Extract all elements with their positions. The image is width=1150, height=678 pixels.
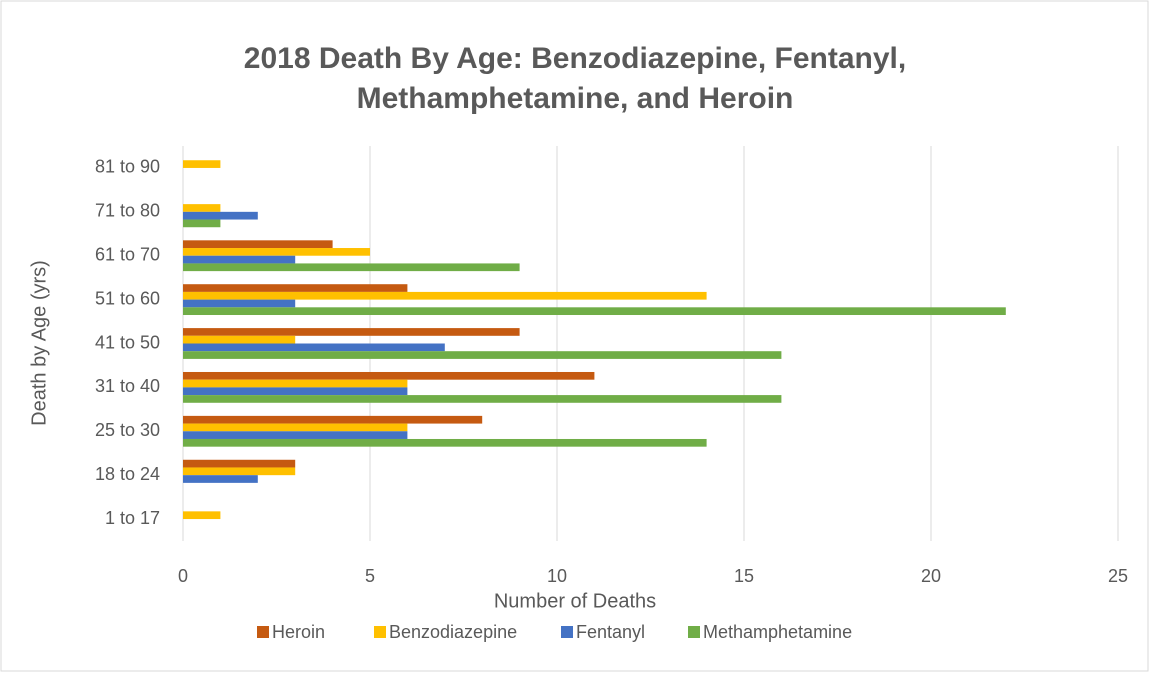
bar bbox=[183, 467, 296, 476]
legend-swatch bbox=[257, 626, 269, 638]
bar bbox=[183, 240, 333, 249]
chart-title: 2018 Death By Age: Benzodiazepine, Fenta… bbox=[244, 42, 906, 75]
legend-label: Heroin bbox=[272, 622, 325, 642]
bar bbox=[183, 211, 258, 220]
bar bbox=[183, 328, 520, 336]
bar bbox=[183, 204, 221, 212]
bar bbox=[183, 475, 258, 483]
bar bbox=[183, 423, 408, 432]
chart-title: Methamphetamine, and Heroin bbox=[357, 82, 794, 115]
x-tick-label: 15 bbox=[734, 566, 754, 586]
bar bbox=[183, 307, 1006, 316]
x-tick-label: 20 bbox=[921, 566, 941, 586]
bar bbox=[183, 263, 520, 272]
bar bbox=[183, 335, 296, 344]
bar bbox=[183, 248, 370, 256]
y-tick-label: 41 to 50 bbox=[95, 332, 160, 352]
y-tick-label: 71 to 80 bbox=[95, 201, 160, 221]
bar bbox=[183, 395, 782, 403]
legend-swatch bbox=[374, 626, 386, 638]
y-tick-label: 31 to 40 bbox=[95, 376, 160, 396]
bar bbox=[183, 284, 408, 292]
x-tick-label: 5 bbox=[365, 566, 375, 586]
bar bbox=[183, 431, 408, 439]
legend-swatch bbox=[561, 626, 573, 638]
x-tick-label: 0 bbox=[178, 566, 188, 586]
bar bbox=[183, 299, 296, 308]
bar bbox=[183, 438, 707, 447]
y-tick-label: 25 to 30 bbox=[95, 420, 160, 440]
bar bbox=[183, 343, 445, 352]
y-axis-title: Death by Age (yrs) bbox=[28, 260, 50, 426]
y-tick-label: 1 to 17 bbox=[105, 508, 160, 528]
bar bbox=[183, 291, 707, 300]
bar bbox=[183, 387, 408, 396]
y-tick-label: 81 to 90 bbox=[95, 157, 160, 177]
bar bbox=[183, 371, 595, 380]
y-tick-label: 51 to 60 bbox=[95, 288, 160, 308]
x-axis-title: Number of Deaths bbox=[494, 590, 656, 612]
bar bbox=[183, 219, 221, 228]
bar bbox=[183, 379, 408, 388]
legend-label: Methamphetamine bbox=[703, 622, 852, 642]
bar bbox=[183, 351, 782, 359]
legend-swatch bbox=[688, 626, 700, 638]
x-tick-label: 10 bbox=[547, 566, 567, 586]
bar bbox=[183, 459, 296, 468]
bar bbox=[183, 415, 483, 424]
x-tick-label: 25 bbox=[1108, 566, 1128, 586]
bar bbox=[183, 160, 221, 168]
bar bbox=[183, 511, 221, 520]
y-tick-label: 18 to 24 bbox=[95, 464, 160, 484]
legend-label: Benzodiazepine bbox=[389, 622, 517, 642]
bar bbox=[183, 255, 296, 264]
legend-label: Fentanyl bbox=[576, 622, 645, 642]
y-tick-label: 61 to 70 bbox=[95, 244, 160, 264]
